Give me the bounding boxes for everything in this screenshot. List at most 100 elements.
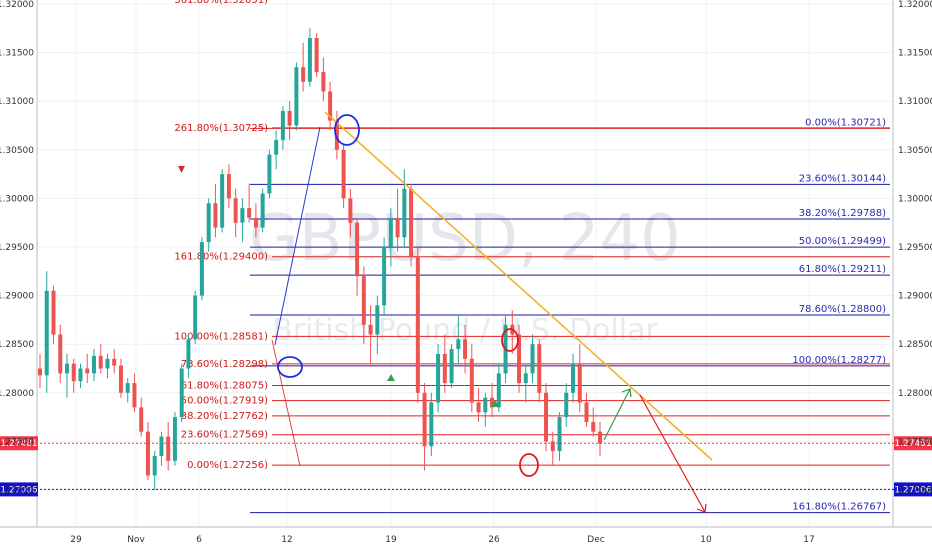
blue-circle-top	[334, 114, 360, 146]
candle-body	[38, 368, 42, 376]
candle-body	[105, 358, 110, 369]
candle-body	[395, 217, 400, 238]
candle-body	[577, 363, 582, 403]
red-fib-label: 38.20%(1.27762)	[181, 411, 268, 422]
price-badge-right	[894, 482, 932, 497]
candle-body	[85, 368, 90, 374]
candle-body	[91, 355, 96, 374]
green-triangle-marker-2	[491, 400, 499, 407]
price-tick-label: 1.27500	[0, 437, 34, 447]
price-badge-left-label: 1.27481	[0, 439, 37, 449]
candle-body	[193, 295, 198, 340]
candle-body	[125, 383, 130, 393]
price-tick-label: 1.31500	[898, 49, 932, 59]
candle-body	[206, 203, 211, 243]
candle-body	[213, 203, 218, 228]
price-tick-label: 1.28000	[898, 389, 932, 399]
candle-body	[463, 339, 468, 359]
candle-body	[118, 365, 123, 393]
symbol-watermark: GBPUSD, 240 British Pound / U.S. Dollar	[249, 202, 681, 348]
time-tick-label: 29	[70, 535, 82, 545]
candle-body	[260, 193, 265, 228]
candle-body	[557, 417, 562, 452]
price-tick-label: 1.29000	[0, 292, 34, 302]
candle-body	[469, 358, 474, 403]
price-tick-label: 1.28500	[0, 340, 34, 350]
price-tick-label: 1.29500	[898, 243, 932, 253]
price-badge-right	[894, 436, 932, 451]
candle-body	[537, 344, 542, 393]
candle-body	[64, 363, 69, 374]
blue-fib-label: 50.00%(1.29499)	[799, 236, 886, 247]
candle-body	[152, 455, 157, 476]
candle-body	[375, 305, 380, 335]
time-tick-label: 10	[700, 535, 712, 545]
candle-body	[402, 188, 407, 238]
candle-body	[166, 436, 171, 461]
candle-body	[199, 242, 204, 296]
price-tick-label: 1.28500	[898, 340, 932, 350]
candle-body	[253, 217, 258, 228]
price-badge-right-label: 1.27481	[894, 439, 931, 449]
candle-body	[112, 358, 117, 366]
candle-body	[159, 436, 164, 456]
candle-body	[58, 334, 63, 374]
candle-body	[564, 392, 569, 418]
blue-fib-label: 23.60%(1.30144)	[799, 173, 886, 184]
candle-body	[294, 67, 299, 126]
price-tick-label: 1.31000	[898, 97, 932, 107]
watermark-symbol: GBPUSD, 240	[249, 202, 681, 276]
blue-fib-label: 61.80%(1.29211)	[799, 264, 886, 275]
candle-body	[449, 349, 454, 384]
red-fib-label: 0.00%(1.27256)	[187, 460, 268, 471]
candle-body	[71, 363, 76, 382]
price-tick-label: 1.30000	[898, 194, 932, 204]
candle-body	[415, 256, 420, 393]
candle-body	[280, 110, 285, 141]
price-tick-label: 1.30500	[898, 146, 932, 156]
price-tick-label: 1.27500	[898, 437, 932, 447]
candle-body	[429, 402, 434, 447]
candle-body	[307, 38, 312, 82]
candle-body	[523, 373, 528, 384]
candle-body	[240, 208, 245, 223]
candle-body	[422, 392, 427, 447]
price-tick-label: 1.27000	[0, 486, 34, 496]
candle-body	[571, 363, 576, 393]
time-tick-label: Dec	[587, 535, 604, 545]
candle-body	[348, 198, 353, 223]
time-tick-label: 26	[488, 535, 500, 545]
candle-body	[172, 417, 177, 461]
candle-body	[355, 222, 360, 277]
price-tick-label: 1.32000	[0, 0, 34, 10]
candle-body	[361, 276, 366, 325]
candle-body	[476, 402, 481, 413]
candle-body	[456, 339, 461, 350]
price-tick-label: 1.31500	[0, 49, 34, 59]
drawings	[178, 111, 713, 513]
red-fib-label: 23.60%(1.27569)	[181, 430, 268, 441]
candle-body	[226, 174, 231, 199]
price-tick-label: 1.31000	[0, 97, 34, 107]
green-triangle-marker	[387, 374, 395, 381]
price-tick-label: 1.28000	[0, 389, 34, 399]
time-tick-label: 12	[281, 535, 292, 545]
candle-body	[78, 368, 83, 382]
candle-body	[550, 441, 555, 452]
candle-body	[267, 154, 272, 194]
candle-body	[334, 120, 339, 150]
fibonacci-levels: 0.00%(1.30721) 23.60%(1.30144) 38.20%(1.29…	[174, 0, 890, 514]
candle-body	[368, 324, 373, 335]
blue-trendline	[274, 126, 321, 346]
candlesticks	[38, 28, 602, 490]
candle-body	[409, 188, 414, 257]
candle-body	[483, 397, 488, 413]
red-fib-label: 100.00%(1.28581)	[174, 331, 268, 342]
candle-body	[247, 208, 252, 218]
blue-fib-label: 161.80%(1.26767)	[792, 502, 886, 513]
candle-body	[314, 38, 319, 73]
price-tick-label: 1.32000	[898, 0, 932, 10]
candle-body	[321, 72, 326, 92]
blue-fib-label: 0.00%(1.30721)	[805, 117, 886, 128]
